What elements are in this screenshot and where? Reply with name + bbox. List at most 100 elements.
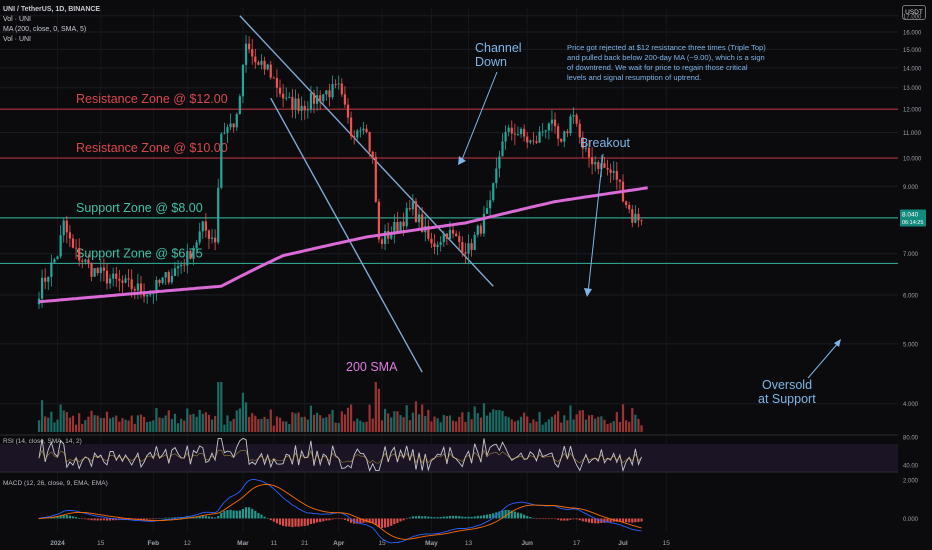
macd-histogram-bar: [257, 512, 260, 519]
volume-bar: [272, 425, 275, 432]
candle-body: [504, 131, 507, 142]
candle-body: [149, 293, 152, 296]
macd-histogram-bar: [359, 518, 362, 524]
volume-bar: [254, 415, 257, 432]
volume-bar: [458, 417, 461, 432]
candle-body: [631, 209, 634, 223]
macd-signal-line: [38, 483, 642, 540]
candle-body: [142, 292, 146, 297]
volume-bar: [44, 416, 47, 432]
candle-body: [266, 64, 269, 70]
macd-histogram-bar: [442, 516, 445, 519]
axes: 17.000 16.000 15.000 14.000 13.000 12.000 11.0…: [50, 14, 926, 547]
macd-histogram-bar: [451, 515, 455, 519]
volume-bar: [186, 408, 189, 432]
volume-bar: [578, 410, 581, 432]
volume-bar: [461, 412, 464, 432]
volume-bar: [99, 417, 102, 432]
price-tick-label: 9.000: [903, 185, 919, 191]
currency-button[interactable]: USDT: [902, 5, 926, 20]
volume-bar: [541, 424, 544, 432]
volume-bar: [591, 414, 594, 432]
macd-histogram-bar: [461, 516, 464, 519]
candle-body: [278, 87, 282, 94]
candle-body: [229, 123, 232, 128]
macd-histogram-bar: [436, 517, 439, 519]
macd-histogram-bar: [167, 517, 170, 519]
macd-tick-label: 0.000: [903, 517, 919, 523]
macd-histogram-bar: [380, 518, 384, 529]
candle-body: [204, 221, 207, 231]
macd-histogram-bar: [489, 514, 492, 519]
volume-bar: [173, 413, 177, 432]
volume-bar: [244, 402, 248, 432]
oversold-arrowhead: [834, 339, 841, 347]
volume-bar: [485, 415, 489, 432]
candle-body: [353, 136, 356, 138]
candle-body: [408, 208, 411, 210]
macd-histogram-bar: [448, 515, 452, 519]
volume-bar: [411, 412, 414, 432]
volume-bar: [430, 421, 433, 432]
candle-body: [59, 235, 62, 257]
price-tick-label: 13.000: [903, 86, 922, 92]
volume-bar: [198, 409, 201, 432]
volume-bar: [309, 405, 313, 432]
macd-histogram-bar: [37, 518, 41, 520]
volume-bar: [214, 416, 217, 432]
volume-bar: [241, 392, 245, 432]
candle-body: [507, 127, 510, 132]
candle-body: [124, 278, 127, 283]
macd-histogram-bar: [529, 517, 532, 519]
candle-body: [74, 247, 78, 249]
macd-histogram-bar: [581, 518, 584, 522]
candle-body: [606, 167, 609, 170]
volume-bar: [127, 420, 130, 432]
volume-bar: [448, 415, 452, 432]
candle-body: [291, 96, 294, 110]
macd-histogram-bar: [516, 512, 520, 519]
volume-bar: [402, 417, 405, 432]
candle-body: [331, 84, 334, 98]
macd-histogram-bar: [458, 516, 461, 519]
candle-body: [328, 90, 331, 98]
volume-bar: [112, 417, 115, 432]
volume-bar: [56, 419, 59, 432]
macd-histogram-bar: [269, 518, 272, 521]
candle-body: [40, 277, 44, 299]
candle-body: [108, 278, 112, 284]
macd-histogram-bar: [152, 518, 155, 520]
candle-body: [334, 84, 337, 85]
candle-body: [217, 187, 220, 243]
candle-body: [90, 263, 93, 277]
macd-histogram-bar: [297, 518, 300, 527]
macd-histogram-bar: [96, 518, 99, 521]
candle-body: [402, 221, 405, 227]
macd-histogram-bar: [433, 517, 436, 519]
candle-body: [427, 225, 430, 239]
level-label-3: Support Zone @ $6.75: [76, 246, 203, 260]
volume-bar: [90, 410, 93, 432]
macd-histogram-bar: [183, 517, 186, 519]
volume-bar: [625, 420, 628, 432]
volume-bar: [408, 420, 411, 432]
macd-histogram-bar: [319, 518, 322, 523]
volume-bar: [142, 416, 146, 432]
macd-histogram-bar: [405, 518, 408, 520]
candle-body: [421, 214, 424, 233]
macd-histogram-bar: [223, 510, 226, 519]
volume-bar: [359, 420, 362, 432]
candle-body: [322, 94, 325, 102]
candle-body: [207, 230, 211, 239]
macd-histogram-bar: [640, 518, 643, 522]
volume-bar: [427, 409, 430, 432]
candle-body: [436, 244, 439, 248]
candle-body: [71, 238, 75, 248]
macd-histogram-bar: [207, 516, 211, 519]
volume-bar: [612, 421, 615, 432]
candle-body: [84, 259, 87, 262]
candle-body: [112, 273, 115, 279]
candle-body: [78, 248, 81, 261]
time-tick-label: 15: [378, 540, 386, 547]
candle-body: [411, 201, 414, 210]
